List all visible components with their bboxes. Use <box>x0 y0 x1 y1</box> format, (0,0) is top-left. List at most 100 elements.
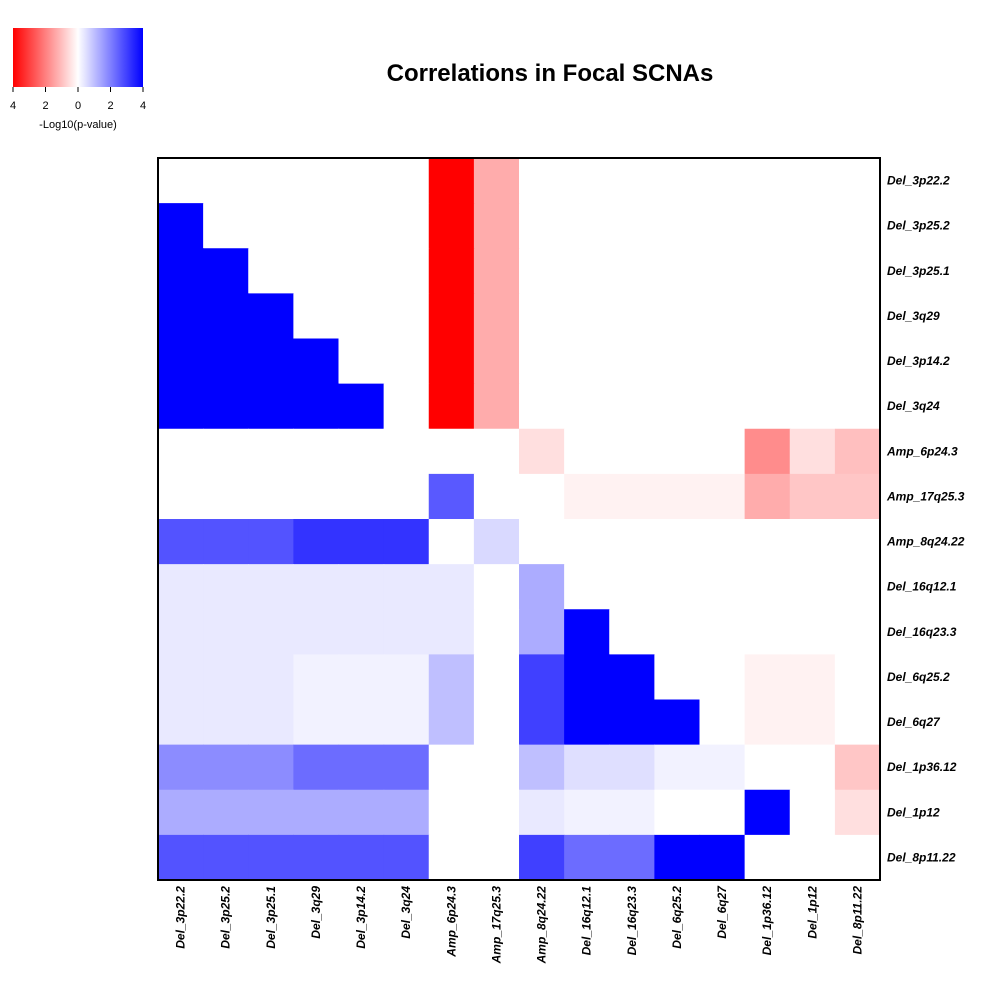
heatmap-cell-Amp_6p24.3-Del_3p14.2 <box>338 428 385 475</box>
heatmap-cell-Del_16q23.3-Del_3p25.1 <box>248 609 294 655</box>
heatmap-cell-Del_3p25.2-Amp_6p24.3 <box>428 203 475 249</box>
row-label: Amp_6p24.3 <box>886 444 958 458</box>
heatmap-cell-Amp_8q24.22-Del_3p14.2 <box>338 519 385 565</box>
row-label: Amp_8q24.22 <box>886 535 965 549</box>
heatmap-cell-Del_16q23.3-Amp_6p24.3 <box>428 609 475 655</box>
heatmap-cell-Del_16q23.3-Del_6q27 <box>699 609 746 655</box>
heatmap-cell-Amp_17q25.3-Del_6q27 <box>699 473 746 520</box>
heatmap-cell-Del_16q23.3-Del_3q24 <box>383 609 430 655</box>
row-label: Del_3q24 <box>887 399 940 413</box>
heatmap-cell-Del_3q24-Del_6q27 <box>699 383 746 430</box>
heatmap-cell-Amp_6p24.3-Del_8p11.22 <box>834 428 881 475</box>
heatmap-cell-Amp_8q24.22-Del_1p12 <box>789 519 836 565</box>
heatmap-cell-Del_3p14.2-Del_16q12.1 <box>564 338 610 385</box>
heatmap-cell-Del_3p22.2-Del_3p25.1 <box>248 158 294 204</box>
heatmap-cell-Del_1p36.12-Del_6q27 <box>699 744 746 791</box>
heatmap-cell-Del_8p11.22-Amp_6p24.3 <box>428 834 475 881</box>
row-label: Del_1p36.12 <box>887 760 957 774</box>
heatmap-cell-Del_3p14.2-Amp_8q24.22 <box>519 338 565 385</box>
heatmap-cell-Del_16q12.1-Del_3p25.1 <box>248 564 294 610</box>
row-label: Del_8p11.22 <box>887 850 956 864</box>
heatmap-cell-Del_3q24-Del_16q23.3 <box>609 383 655 430</box>
heatmap-cell-Del_1p36.12-Del_6q25.2 <box>654 744 701 791</box>
heatmap-cell-Del_1p12-Del_3p22.2 <box>158 789 204 836</box>
legend-ticks: 4 2 0 2 4 <box>10 87 146 112</box>
heatmap-cell-Del_16q23.3-Del_3p14.2 <box>338 609 385 655</box>
heatmap-cell-Del_1p36.12-Del_3p22.2 <box>158 744 204 791</box>
heatmap-cell-Del_3p25.2-Del_1p36.12 <box>744 203 791 249</box>
heatmap-cell-Del_1p12-Del_3p25.1 <box>248 789 294 836</box>
heatmap-cell-Del_1p12-Del_8p11.22 <box>834 789 881 836</box>
heatmap-cell-Del_1p36.12-Del_16q12.1 <box>564 744 610 791</box>
heatmap-cell-Del_3p14.2-Amp_6p24.3 <box>428 338 475 385</box>
column-label: Del_3p25.1 <box>264 886 278 949</box>
row-label: Amp_17q25.3 <box>886 489 965 503</box>
heatmap-cell-Amp_6p24.3-Amp_8q24.22 <box>519 428 565 475</box>
color-legend: 4 2 0 2 4 -Log10(p-value) <box>10 28 146 131</box>
heatmap-cell-Del_3q24-Del_3p25.1 <box>248 383 294 430</box>
heatmap-cell-Del_8p11.22-Amp_8q24.22 <box>519 834 565 881</box>
plot-frame <box>157 157 881 881</box>
heatmap-cell-Del_3p22.2-Del_3p14.2 <box>338 158 385 204</box>
heatmap-cell-Del_3q24-Del_3q24 <box>383 383 430 430</box>
heatmap-cell-Amp_8q24.22-Amp_17q25.3 <box>473 519 520 565</box>
heatmap-cell-Del_3p25.1-Del_3q24 <box>383 248 430 294</box>
legend-tick-label: 4 <box>140 100 146 112</box>
heatmap-cell-Del_3p22.2-Del_6q27 <box>699 158 746 204</box>
heatmap-cell-Del_16q23.3-Del_1p36.12 <box>744 609 791 655</box>
heatmap-cell-Amp_6p24.3-Del_3q24 <box>383 428 430 475</box>
heatmap-cell-Del_6q27-Del_1p12 <box>789 699 836 746</box>
heatmap-cell-Amp_6p24.3-Del_16q23.3 <box>609 428 655 475</box>
heatmap-cell-Del_8p11.22-Del_3q29 <box>293 834 340 881</box>
heatmap-cell-Del_3p25.2-Del_1p12 <box>789 203 836 249</box>
heatmap-cell-Del_1p12-Amp_8q24.22 <box>519 789 565 836</box>
legend-tick-label: 2 <box>107 100 113 112</box>
heatmap-cell-Del_8p11.22-Del_16q12.1 <box>564 834 610 881</box>
heatmap-cell-Del_6q25.2-Del_3q24 <box>383 654 430 701</box>
heatmap-cell-Del_8p11.22-Del_8p11.22 <box>834 834 881 881</box>
heatmap-cell-Amp_6p24.3-Del_1p12 <box>789 428 836 475</box>
heatmap-cell-Del_3p14.2-Del_1p12 <box>789 338 836 385</box>
heatmap-cell-Del_3p25.1-Del_3p22.2 <box>158 248 204 294</box>
heatmap-cell-Del_6q25.2-Del_16q23.3 <box>609 654 655 701</box>
heatmap-cells <box>158 158 881 881</box>
heatmap-cell-Del_8p11.22-Del_3p25.1 <box>248 834 294 881</box>
heatmap-cell-Amp_17q25.3-Del_3p25.1 <box>248 473 294 520</box>
heatmap-cell-Amp_17q25.3-Del_1p36.12 <box>744 473 791 520</box>
legend-color-bar <box>13 28 143 87</box>
heatmap-cell-Del_8p11.22-Del_3p14.2 <box>338 834 385 881</box>
column-label: Del_16q12.1 <box>580 886 594 956</box>
heatmap-cell-Del_3q24-Amp_8q24.22 <box>519 383 565 430</box>
heatmap-cell-Del_6q27-Del_3q29 <box>293 699 340 746</box>
heatmap-cell-Del_3p22.2-Del_3p25.2 <box>203 158 249 204</box>
column-label: Amp_6p24.3 <box>444 886 458 958</box>
heatmap-cell-Del_6q25.2-Amp_8q24.22 <box>519 654 565 701</box>
heatmap-cell-Del_3p22.2-Del_1p36.12 <box>744 158 791 204</box>
heatmap-cell-Del_3p22.2-Amp_17q25.3 <box>473 158 520 204</box>
heatmap-cell-Del_3p14.2-Del_3q29 <box>293 338 340 385</box>
heatmap-cell-Del_16q23.3-Del_1p12 <box>789 609 836 655</box>
heatmap-cell-Amp_8q24.22-Del_6q25.2 <box>654 519 701 565</box>
heatmap-cell-Del_3q24-Amp_6p24.3 <box>428 383 475 430</box>
legend-tick-label: 2 <box>42 100 48 112</box>
heatmap-cell-Del_3p22.2-Del_3p22.2 <box>158 158 204 204</box>
heatmap-cell-Del_1p36.12-Del_1p36.12 <box>744 744 791 791</box>
heatmap-cell-Amp_8q24.22-Amp_6p24.3 <box>428 519 475 565</box>
heatmap-cell-Del_3p25.2-Del_8p11.22 <box>834 203 881 249</box>
heatmap-cell-Del_3p25.2-Del_3p25.2 <box>203 203 249 249</box>
heatmap-cell-Del_1p36.12-Del_1p12 <box>789 744 836 791</box>
heatmap-cell-Del_1p12-Del_3q24 <box>383 789 430 836</box>
heatmap-cell-Del_16q12.1-Del_3p25.2 <box>203 564 249 610</box>
heatmap-cell-Amp_6p24.3-Amp_17q25.3 <box>473 428 520 475</box>
heatmap-cell-Del_16q12.1-Amp_6p24.3 <box>428 564 475 610</box>
column-label: Del_3p25.2 <box>219 886 233 949</box>
heatmap-cell-Del_16q23.3-Del_8p11.22 <box>834 609 881 655</box>
heatmap-cell-Del_1p36.12-Del_3p14.2 <box>338 744 385 791</box>
heatmap-cell-Del_3p14.2-Del_3q24 <box>383 338 430 385</box>
heatmap-cell-Del_3q24-Del_8p11.22 <box>834 383 881 430</box>
heatmap-cell-Del_3q29-Del_3p25.1 <box>248 293 294 340</box>
heatmap-cell-Amp_8q24.22-Del_3p25.2 <box>203 519 249 565</box>
column-label: Del_1p36.12 <box>760 886 774 956</box>
column-label: Del_1p12 <box>805 886 819 939</box>
heatmap-cell-Amp_17q25.3-Amp_8q24.22 <box>519 473 565 520</box>
